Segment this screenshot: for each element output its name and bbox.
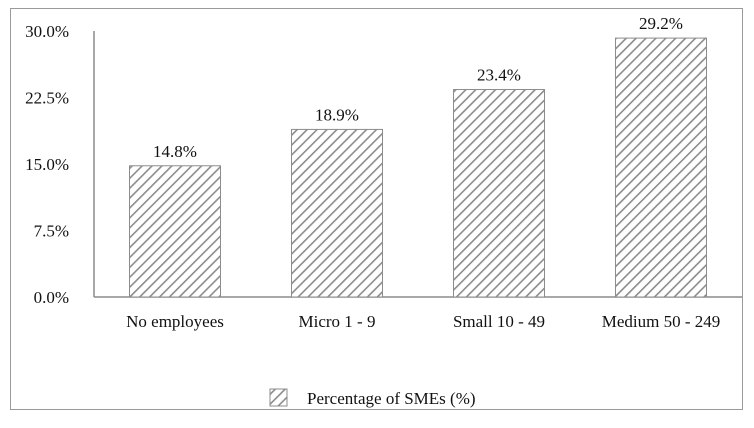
y-tick-label: 0.0% bbox=[34, 288, 69, 307]
data-label: 23.4% bbox=[477, 66, 521, 85]
y-tick-label: 22.5% bbox=[25, 89, 69, 108]
plot-area: 0.0% 7.5% 15.0% 22.5% 30.0% 14.8% No employees… bbox=[25, 14, 742, 331]
x-category-label: Micro 1 - 9 bbox=[299, 312, 376, 331]
y-tick-label: 7.5% bbox=[34, 222, 69, 241]
data-label: 18.9% bbox=[315, 105, 359, 124]
legend: Percentage of SMEs (%) bbox=[269, 388, 476, 408]
bar bbox=[615, 37, 707, 298]
x-category-label: Small 10 - 49 bbox=[453, 312, 545, 331]
x-category-label: Medium 50 - 249 bbox=[602, 312, 721, 331]
bar bbox=[453, 89, 545, 298]
y-tick-label: 15.0% bbox=[25, 155, 69, 174]
x-category-label: No employees bbox=[126, 312, 224, 331]
bar bbox=[129, 165, 221, 298]
y-tick-label: 30.0% bbox=[25, 22, 69, 41]
legend-swatch bbox=[269, 388, 288, 407]
bar bbox=[291, 128, 383, 298]
legend-label: Percentage of SMEs (%) bbox=[307, 389, 476, 408]
data-label: 29.2% bbox=[639, 14, 683, 33]
data-label: 14.8% bbox=[153, 142, 197, 161]
